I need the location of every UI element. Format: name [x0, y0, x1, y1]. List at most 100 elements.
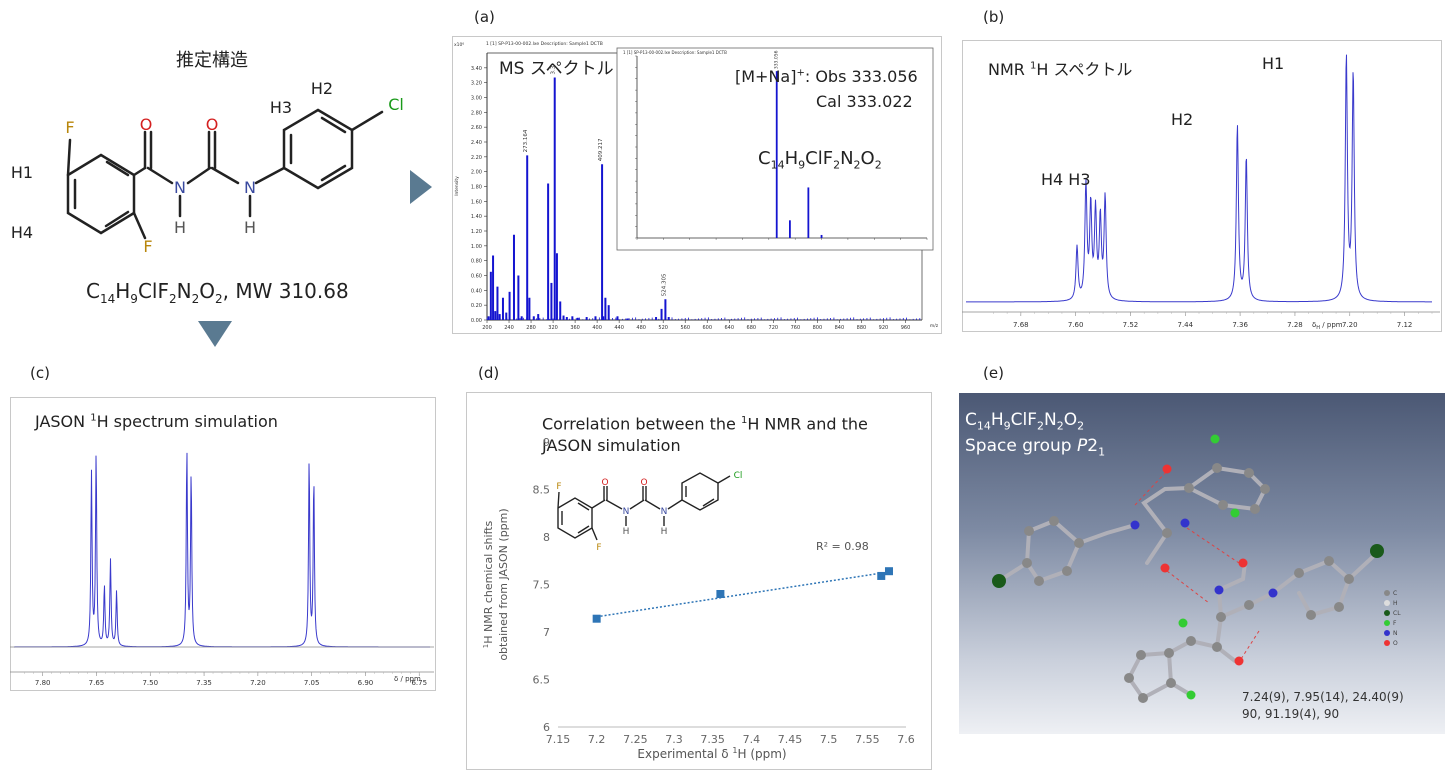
corr-r2: R² = 0.98 [816, 540, 869, 553]
atom-O-right: O [206, 115, 219, 134]
atom-O-left: O [140, 115, 153, 134]
nmr-x-tick-label: 7.68 [1013, 321, 1029, 329]
corr-title: Correlation between the 1H NMR and the JA… [542, 414, 868, 456]
ms-y-tick-label: 1.60 [471, 199, 482, 205]
ms-x-tick-label: 360 [570, 325, 580, 331]
corr-y-tick-label: 6.5 [533, 674, 551, 687]
panel-label-e: (e) [983, 364, 1004, 382]
svg-text:CL: CL [1393, 610, 1401, 617]
sim-x-unit: δ / ppm [394, 675, 421, 683]
ms-y-tick-label: 0.40 [471, 288, 482, 294]
ms-mna-label: [M+Na]+: Obs 333.056 [735, 67, 918, 86]
svg-text:F: F [1393, 620, 1397, 627]
ms-y-label: Intensity [454, 176, 460, 196]
nmr-x-tick-label: 7.12 [1397, 321, 1413, 329]
ms-x-tick-label: 320 [548, 325, 558, 331]
sim-x-tick-label: 7.80 [35, 679, 51, 687]
corr-x-tick-label: 7.5 [820, 733, 838, 746]
crystal-structure: C H CL F N O [992, 434, 1401, 703]
corr-chart: 6 6.5 7 7.5 8 8.5 9 7.15 7.2 7.25 7.3 7.35 7.4 7.45 7.… [482, 436, 915, 761]
nmr-x-tick-label: 7.28 [1287, 321, 1303, 329]
ms-x-tick-label: 960 [901, 325, 911, 331]
atom-F-top: F [65, 118, 74, 137]
ms-y-tick-label: 0.60 [471, 274, 482, 280]
nmr-x-tick-label: 7.60 [1068, 321, 1084, 329]
arrow-down-icon [198, 321, 232, 347]
sim-x-tick-label: 7.20 [250, 679, 266, 687]
atom-H-right: H [244, 218, 256, 237]
crystal-space-group: Space group P21 [965, 436, 1106, 459]
corr-x-tick-label: 7.6 [897, 733, 915, 746]
corr-molecule: F F O O N N H H Cl [556, 471, 742, 553]
svg-text:F: F [596, 543, 601, 553]
ms-y-tick-label: 2.20 [471, 155, 482, 161]
ms-x-tick-label: 920 [879, 325, 889, 331]
ms-formula: C14H9ClF2N2O2 [758, 148, 882, 172]
label-H2: H2 [311, 79, 333, 98]
ms-y-tick-label: 3.00 [471, 96, 482, 102]
nmr-label-H2: H2 [1171, 110, 1194, 129]
label-H4: H4 [11, 223, 33, 242]
corr-x-tick-label: 7.35 [700, 733, 725, 746]
svg-text:H: H [661, 527, 668, 537]
atom-Cl: Cl [388, 95, 404, 114]
ms-x-tick-label: 480 [636, 325, 646, 331]
sim-spectrum: 7.80 7.65 7.50 7.35 7.20 7.05 6.90 6.75δ / ppm [10, 452, 434, 687]
nmr-panel [962, 40, 1442, 332]
corr-point [884, 567, 893, 576]
ms-x-tick-label: 200 [482, 325, 492, 331]
sim-x-tick-label: 7.05 [304, 679, 320, 687]
ms-y-tick-label: 0.80 [471, 259, 482, 265]
svg-text:O: O [1393, 640, 1398, 647]
svg-text:N: N [661, 507, 668, 517]
ms-peak-label: 524.305 [661, 273, 667, 296]
svg-text:F: F [556, 482, 561, 492]
sim-x-tick-label: 6.90 [358, 679, 374, 687]
corr-x-tick-label: 7.4 [743, 733, 761, 746]
ms-inset-header: 1 [1] SP-P13-00-002.lxe Description: Sam… [623, 50, 727, 55]
ms-y-tick-label: 2.40 [471, 140, 482, 146]
ms-x-tick-label: 440 [614, 325, 624, 331]
ms-x-tick-label: 400 [592, 325, 602, 331]
svg-text:N: N [1393, 630, 1398, 637]
corr-x-label: Experimental δ 1H (ppm) [637, 746, 786, 761]
ms-y-tick-label: 2.00 [471, 170, 482, 176]
svg-text:Cl: Cl [734, 471, 743, 481]
nmr-spectrum: 7.68 7.60 7.52 7.44 7.36 7.28 7.20 7.12 δH / ppm [962, 54, 1440, 331]
corr-x-tick-label: 7.25 [623, 733, 648, 746]
ms-x-tick-label: 280 [526, 325, 536, 331]
crystal-formula: C14H9ClF2N2O2 [965, 410, 1085, 433]
molecule-structure: F F O O N N H H Cl H1 H2 H3 H4 [11, 79, 404, 256]
ms-y-tick-label: 1.80 [471, 185, 482, 191]
nmr-x-unit: δH / ppm [1312, 321, 1343, 331]
ms-y-tick-label: 0.00 [471, 318, 482, 324]
nmr-label-H1: H1 [1262, 54, 1285, 73]
ms-y-tick-label: 1.40 [471, 214, 482, 220]
svg-text:H: H [1393, 600, 1398, 607]
label-H1: H1 [11, 163, 33, 182]
nmr-x-tick-label: 7.20 [1342, 321, 1358, 329]
nmr-x-tick-label: 7.36 [1232, 321, 1248, 329]
sim-x-tick-label: 6.75 [411, 679, 427, 687]
corr-panel [466, 392, 932, 770]
corr-x-tick-label: 7.15 [546, 733, 571, 746]
crystal-cell-params: 7.24(9), 7.95(14), 24.40(9) 90, 91.19(4)… [1242, 690, 1404, 721]
svg-text:N: N [623, 507, 630, 517]
nmr-title: NMR 1H スペクトル [988, 60, 1133, 79]
ms-y-tick-label: 0.20 [471, 303, 482, 309]
ms-x-tick-label: 880 [857, 325, 867, 331]
corr-y-label-line2: obtained from JASON (ppm) [497, 508, 510, 660]
ms-y-tick-label: 3.40 [471, 66, 482, 72]
sim-title: JASON 1H spectrum simulation [35, 412, 278, 431]
ms-inset-frame [616, 47, 934, 251]
atom-H-left: H [174, 218, 186, 237]
corr-y-label: 1H NMR chemical shifts [482, 520, 495, 648]
nmr-label-H4-H3: H4 H3 [1041, 170, 1091, 189]
ms-y-tick-label: 2.60 [471, 125, 482, 131]
ms-inset-peak-label: 333.056 [774, 50, 780, 69]
ms-y-exponent: x10⁶ [454, 42, 464, 48]
corr-x-tick-label: 7.3 [665, 733, 683, 746]
corr-y-tick-label: 6 [543, 721, 550, 734]
nmr-x-tick-label: 7.52 [1123, 321, 1139, 329]
ms-x-tick-label: 800 [813, 325, 823, 331]
